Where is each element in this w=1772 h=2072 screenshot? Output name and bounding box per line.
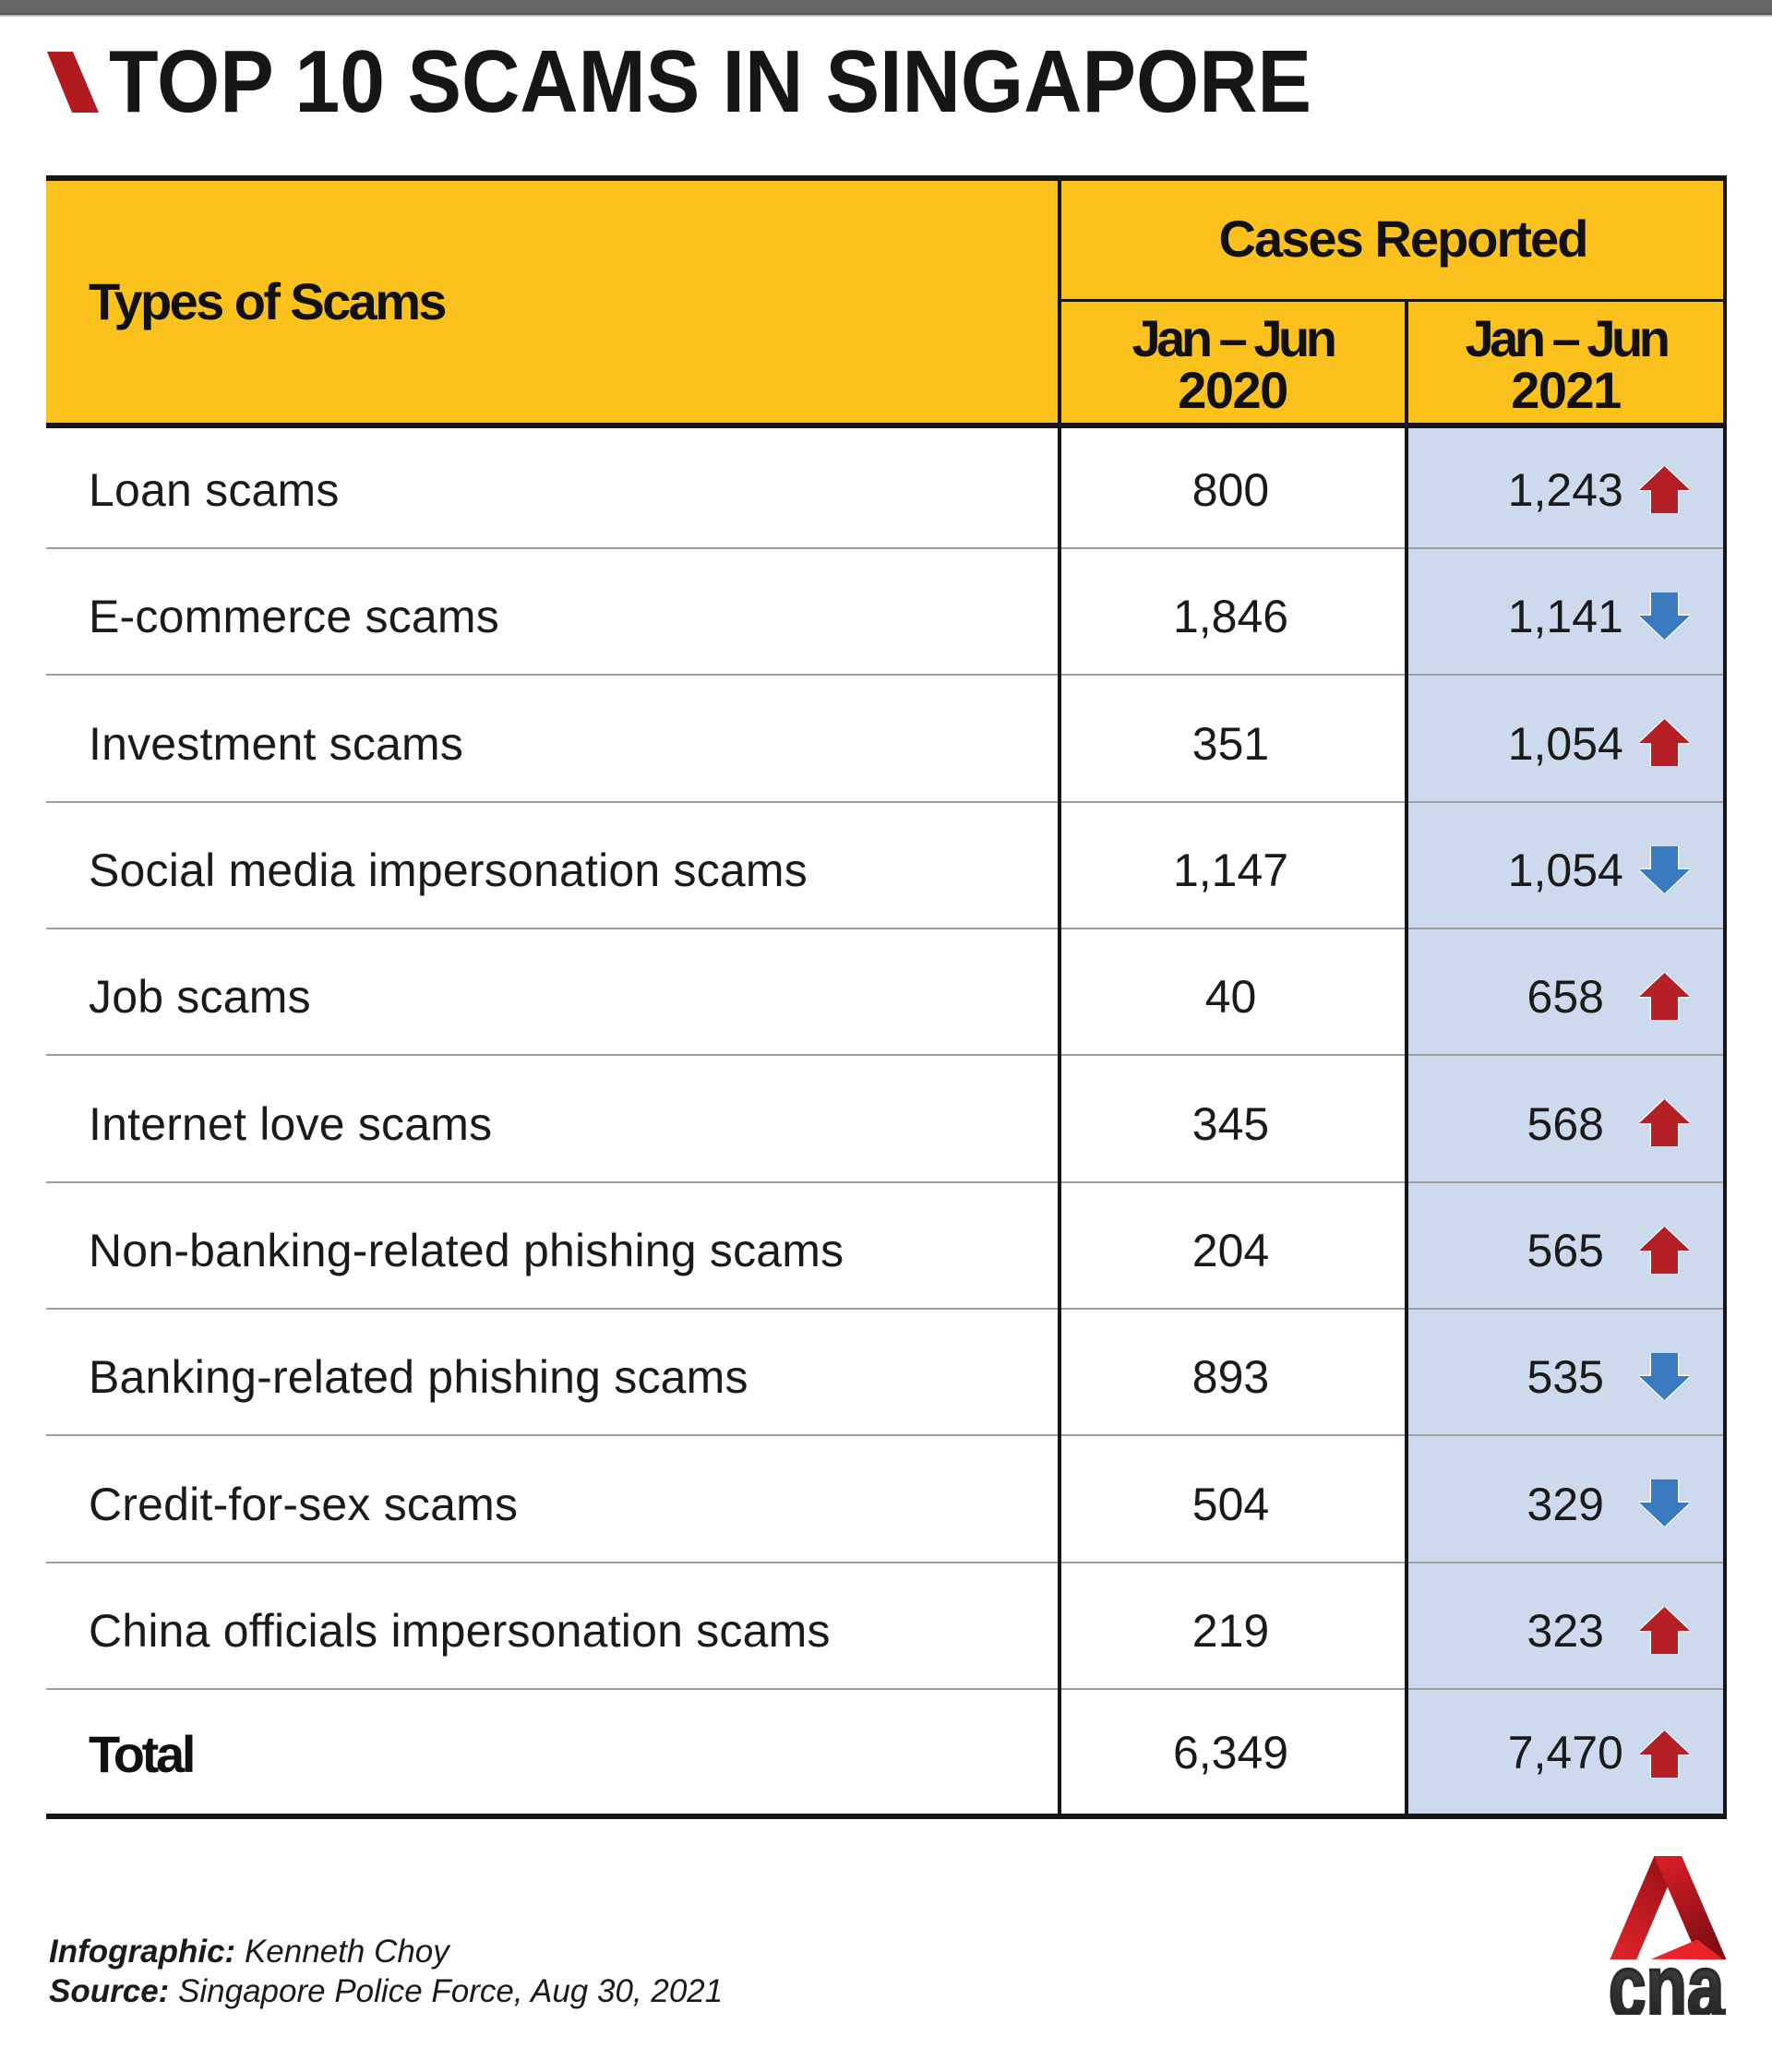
svg-text:cna: cna bbox=[1610, 1937, 1725, 2015]
